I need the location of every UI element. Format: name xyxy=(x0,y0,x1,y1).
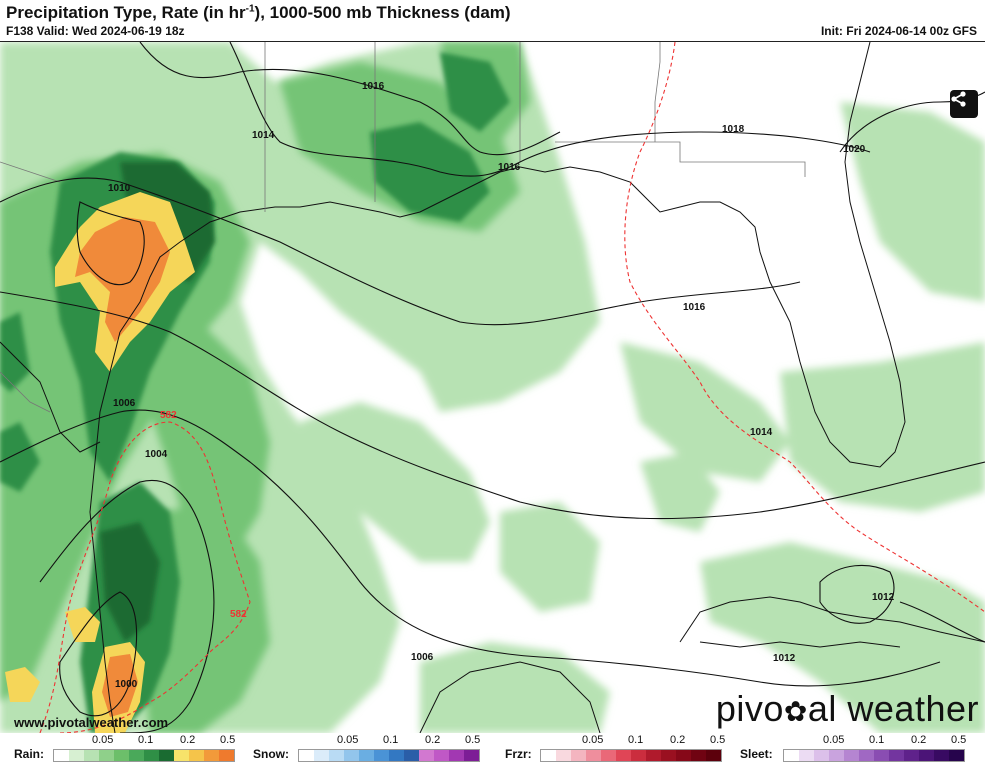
precip-intense xyxy=(5,192,195,733)
isobar-label: 1004 xyxy=(145,449,168,460)
legend-swatch xyxy=(601,750,616,761)
brand-flower-icon: ✿ xyxy=(783,696,808,727)
legend-swatch xyxy=(556,750,571,761)
legend-swatch xyxy=(616,750,631,761)
share-button[interactable] xyxy=(950,90,978,118)
legend-sleet-label: Sleet: xyxy=(740,747,773,761)
thickness-582 xyxy=(39,42,985,733)
isobar-label: 1016 xyxy=(362,81,385,92)
weather-map[interactable]: 1016 1014 1016 1018 1020 1010 1016 1006 … xyxy=(0,41,985,734)
brand-logo: pivo✿al weather xyxy=(716,688,979,730)
legend-sleet-bar xyxy=(783,749,965,762)
isobar-label: 1018 xyxy=(722,124,745,135)
legend-swatch xyxy=(646,750,661,761)
legend-swatch xyxy=(359,750,374,761)
isobar-label: 1020 xyxy=(843,144,866,155)
legend-swatch xyxy=(586,750,601,761)
legend-rain-label: Rain: xyxy=(14,747,44,761)
legend-swatch xyxy=(314,750,329,761)
legend-swatch xyxy=(404,750,419,761)
legend-swatch xyxy=(541,750,556,761)
legend-swatch xyxy=(114,750,129,761)
legend-swatch xyxy=(464,750,479,761)
isobar-label: 1016 xyxy=(683,302,706,313)
legend-swatch xyxy=(99,750,114,761)
legend-swatch xyxy=(129,750,144,761)
legend-swatch xyxy=(814,750,829,761)
legend: Rain: 0.05 0.1 0.2 0.5 Snow: 0.05 0.1 0.… xyxy=(0,733,985,762)
legend-swatch xyxy=(219,750,234,761)
legend-swatch xyxy=(889,750,904,761)
legend-swatch xyxy=(449,750,464,761)
thickness-label: 582 xyxy=(160,410,177,421)
init-time: Init: Fri 2024-06-14 00z GFS xyxy=(820,24,977,38)
legend-swatch xyxy=(54,750,69,761)
coastlines xyxy=(0,42,985,733)
share-icon xyxy=(951,91,966,107)
legend-swatch xyxy=(934,750,949,761)
legend-swatch xyxy=(631,750,646,761)
legend-swatch xyxy=(419,750,434,761)
legend-swatch xyxy=(784,750,799,761)
isobar-label: 1000 xyxy=(115,679,138,690)
legend-snow-bar xyxy=(298,749,480,762)
legend-snow: Snow: 0.05 0.1 0.2 0.5 xyxy=(253,734,481,762)
legend-rain: Rain: 0.05 0.1 0.2 0.5 xyxy=(14,734,236,762)
legend-swatch xyxy=(159,750,174,761)
legend-swatch xyxy=(844,750,859,761)
brand-text-right: al weather xyxy=(807,688,979,729)
legend-swatch xyxy=(144,750,159,761)
legend-snow-label: Snow: xyxy=(253,747,289,761)
legend-swatch xyxy=(69,750,84,761)
legend-rain-bar xyxy=(53,749,235,762)
legend-sleet: Sleet: 0.05 0.1 0.2 0.5 xyxy=(740,734,967,762)
isobar-label: 1006 xyxy=(411,652,434,663)
isobar-label: 1012 xyxy=(773,653,796,664)
map-header: Precipitation Type, Rate (in hr-1), 1000… xyxy=(0,0,985,41)
legend-swatch xyxy=(676,750,691,761)
isobars xyxy=(0,42,985,733)
map-title: Precipitation Type, Rate (in hr-1), 1000… xyxy=(6,3,511,23)
isobar-label: 1010 xyxy=(108,183,131,194)
title-end: ), 1000-500 mb Thickness (dam) xyxy=(254,3,511,22)
legend-frzr-bar xyxy=(540,749,722,762)
legend-swatch xyxy=(84,750,99,761)
isobar-label: 1014 xyxy=(252,130,275,141)
legend-swatch xyxy=(859,750,874,761)
legend-swatch xyxy=(949,750,964,761)
isobar-label: 1006 xyxy=(113,398,136,409)
legend-frzr-label: Frzr: xyxy=(505,747,532,761)
legend-swatch xyxy=(204,750,219,761)
title-main: Precipitation Type, Rate (in hr xyxy=(6,3,246,22)
title-unit-exponent: -1 xyxy=(245,3,255,15)
legend-swatch xyxy=(691,750,706,761)
legend-swatch xyxy=(874,750,889,761)
legend-swatch xyxy=(904,750,919,761)
legend-swatch xyxy=(329,750,344,761)
valid-time: F138 Valid: Wed 2024-06-19 18z xyxy=(6,24,185,38)
legend-swatch xyxy=(374,750,389,761)
thickness-label: 582 xyxy=(230,609,247,620)
isobar-label: 1014 xyxy=(750,427,773,438)
map-canvas: 1016 1014 1016 1018 1020 1010 1016 1006 … xyxy=(0,42,985,733)
watermark-url: www.pivotalweather.com xyxy=(14,715,169,730)
legend-swatch xyxy=(299,750,314,761)
legend-swatch xyxy=(434,750,449,761)
legend-swatch xyxy=(571,750,586,761)
legend-swatch xyxy=(344,750,359,761)
legend-swatch xyxy=(174,750,189,761)
borders xyxy=(0,42,806,413)
legend-swatch xyxy=(189,750,204,761)
isobar-labels: 1016 1014 1016 1018 1020 1010 1016 1006 … xyxy=(108,81,895,690)
legend-swatch xyxy=(389,750,404,761)
legend-frzr: Frzr: 0.05 0.1 0.2 0.5 xyxy=(505,734,726,762)
legend-swatch xyxy=(919,750,934,761)
legend-swatch xyxy=(799,750,814,761)
legend-swatch xyxy=(661,750,676,761)
brand-text-left: pivo xyxy=(715,688,784,729)
legend-swatch xyxy=(829,750,844,761)
isobar-label: 1012 xyxy=(872,592,895,603)
legend-swatch xyxy=(706,750,721,761)
isobar-label: 1016 xyxy=(498,162,521,173)
